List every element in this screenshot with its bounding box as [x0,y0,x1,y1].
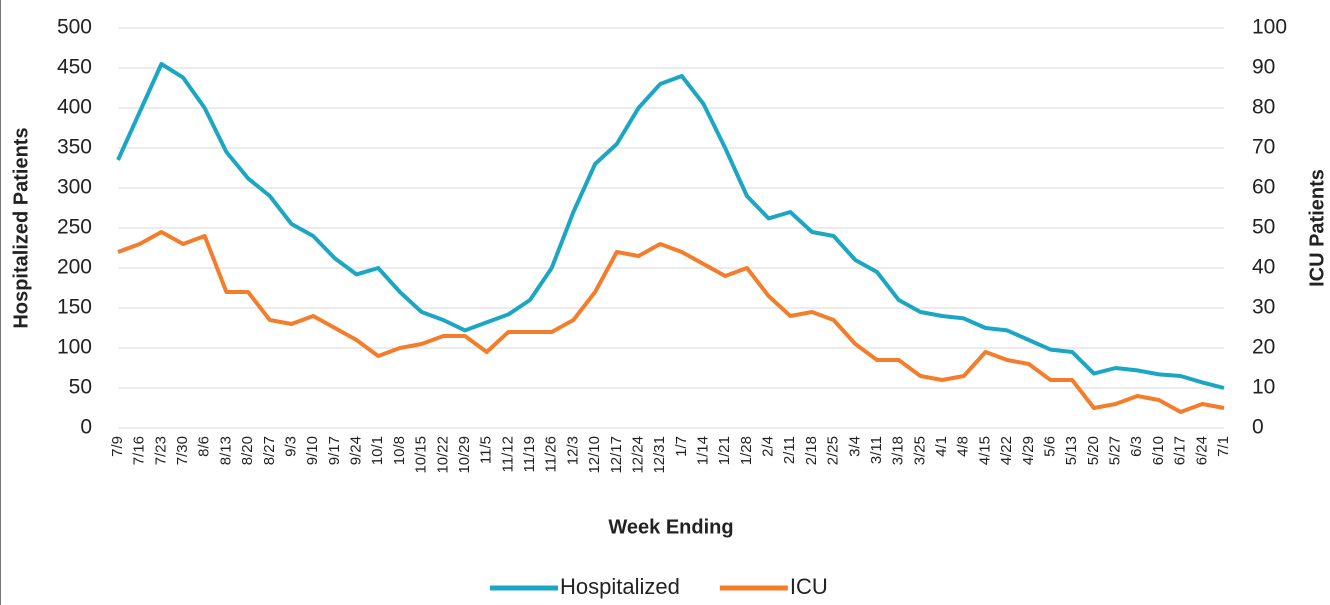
x-tick-label: 2/4 [760,436,777,457]
x-tick-label: 7/30 [174,436,191,465]
series-line [116,62,1225,390]
x-tick-label: 4/29 [1020,436,1037,465]
x-tick-label: 2/18 [803,436,820,465]
y-tick-label: 0 [80,416,92,439]
x-tick-label: 8/27 [261,436,278,465]
x-tick-label: 5/27 [1107,436,1124,465]
x-tick-label: 9/24 [348,436,365,465]
y-tick-label: 200 [57,256,92,279]
x-tick-label: 1/21 [716,436,733,465]
x-tick-label: 8/13 [217,436,234,465]
y2-axis-label: ICU Patients [1306,169,1328,287]
x-tick-label: 4/1 [933,436,950,457]
x-tick-label: 7/1 [1215,436,1232,457]
x-tick-label: 9/17 [326,436,343,465]
x-tick-label: 6/10 [1150,436,1167,465]
x-tick-label: 8/20 [239,436,256,465]
y2-tick-label: 40 [1252,256,1275,279]
x-tick-label: 6/17 [1172,436,1189,465]
series-line [117,230,1225,414]
y-axis-label: Hospitalized Patients [10,127,32,328]
x-tick-label: 12/3 [564,436,581,465]
x-tick-label: 11/5 [478,436,495,464]
y2-tick-label: 70 [1252,136,1275,159]
x-tick-label: 11/26 [543,436,560,472]
x-tick-label: 1/28 [738,436,755,465]
x-tick-label: 10/22 [434,436,451,474]
y2-tick-label: 20 [1252,336,1275,359]
x-tick-label: 8/6 [196,436,213,457]
y2-tick-label: 100 [1252,16,1287,39]
x-tick-label: 7/16 [131,436,148,465]
x-tick-label: 9/3 [282,436,299,457]
x-tick-label: 4/15 [976,436,993,465]
x-tick-label: 7/9 [109,436,126,457]
y2-tick-label: 0 [1252,416,1264,439]
x-tick-label: 3/4 [846,436,863,457]
y2-tick-label: 10 [1252,376,1275,399]
y2-tick-label: 60 [1252,176,1275,199]
x-tick-label: 10/15 [413,436,430,474]
y-tick-label: 350 [57,136,92,159]
y-tick-label: 100 [57,336,92,359]
x-axis-label: Week Ending [608,516,733,538]
x-tick-label: 2/25 [825,436,842,465]
x-tick-label: 4/8 [955,436,972,457]
x-tick-label: 7/23 [152,436,169,465]
y2-tick-label: 80 [1252,96,1275,119]
x-tick-label: 10/1 [369,436,386,465]
x-tick-label: 11/19 [521,436,538,472]
x-tick-label: 6/24 [1193,436,1210,465]
x-tick-label: 2/11 [781,436,798,464]
x-tick-label: 11/12 [499,436,516,472]
y-tick-label: 400 [57,96,92,119]
legend-label: Hospitalized [560,574,680,599]
y-tick-label: 50 [69,376,92,399]
x-tick-label: 6/3 [1128,436,1145,457]
y-tick-label: 300 [57,176,92,199]
x-tick-label: 1/7 [673,436,690,457]
x-tick-label: 10/8 [391,436,408,465]
x-tick-label: 12/24 [629,436,646,474]
x-tick-label: 1/14 [694,436,711,465]
y2-tick-label: 90 [1252,56,1275,79]
x-tick-label: 12/31 [651,436,668,474]
y-tick-label: 150 [57,296,92,319]
x-tick-label: 12/10 [586,436,603,474]
y2-tick-label: 50 [1252,216,1275,239]
x-tick-label: 4/22 [998,436,1015,465]
y2-tick-label: 30 [1252,296,1275,319]
y-tick-label: 250 [57,216,92,239]
x-tick-label: 12/17 [608,436,625,474]
x-tick-label: 5/6 [1041,436,1058,457]
x-tick-label: 5/20 [1085,436,1102,465]
y-tick-label: 500 [57,16,92,39]
x-tick-label: 10/29 [456,436,473,474]
x-tick-label: 3/25 [911,436,928,465]
x-tick-label: 3/18 [890,436,907,465]
x-tick-label: 3/11 [868,436,885,464]
y-tick-label: 450 [57,56,92,79]
x-tick-label: 9/10 [304,436,321,465]
legend-label: ICU [790,574,828,599]
x-tick-label: 5/13 [1063,436,1080,465]
